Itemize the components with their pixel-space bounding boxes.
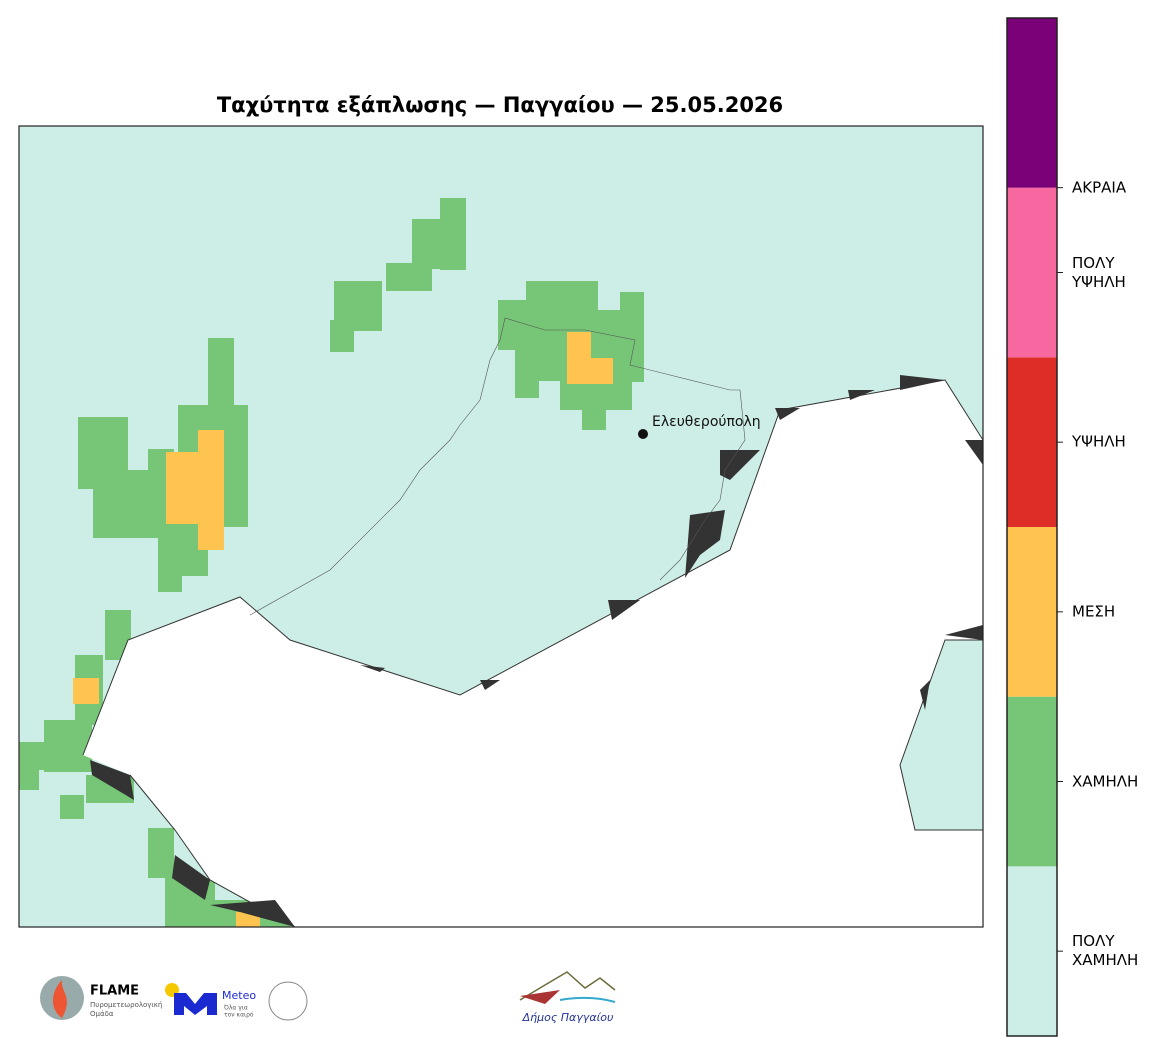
colorbar-segment <box>1007 357 1057 527</box>
city-label: Ελευθερούπολη <box>652 414 761 430</box>
map-frame <box>18 125 984 928</box>
flame-text: FLAME <box>90 984 139 999</box>
colorbar-segment <box>1007 696 1057 867</box>
mountains <box>519 971 616 1001</box>
seal-logo <box>268 981 308 1021</box>
meteo-logo <box>174 993 217 1015</box>
map: Ελευθερούπολη <box>19 126 983 927</box>
colorbar <box>1007 18 1063 1036</box>
city-marker <box>638 429 648 439</box>
map-title: Ταχύτητα εξάπλωσης — Παγγαίου — 25.05.20… <box>217 93 783 117</box>
colorbar-segment <box>1007 527 1057 697</box>
meteo-subtext: τον καιρό <box>224 1012 254 1019</box>
colorbar-segment <box>1007 18 1057 188</box>
legend-label: ΠΟΛΥ ΧΑΜΗΛΗ <box>1072 932 1139 970</box>
flame-subtext: Ομάδα <box>90 1010 114 1018</box>
legend-label: ΜΕΣΗ <box>1072 602 1116 621</box>
colorbar-segment <box>1007 187 1057 358</box>
mountain-shape <box>520 990 560 1004</box>
waves <box>559 996 616 1003</box>
meteo-subtext: Όλα για <box>223 1005 248 1012</box>
coast-cells <box>90 375 983 927</box>
boundaries <box>82 317 983 927</box>
flame-icon <box>52 980 67 1018</box>
colorbar-segment <box>1007 866 1057 1036</box>
orange-cells <box>73 332 613 927</box>
flame-subtext: Πυρομετεωρολογική <box>90 1001 162 1009</box>
sea <box>83 380 983 927</box>
municipality-text: Δήμος Παγγαίου <box>522 1011 614 1024</box>
logos: FLAME Πυρομετεωρολογική Ομάδα Meteo Όλα … <box>40 971 616 1024</box>
legend-label: ΧΑΜΗΛΗ <box>1072 772 1139 790</box>
legend-label: ΥΨΗΛΗ <box>1072 432 1126 451</box>
colorbar-frame <box>1006 17 1058 1037</box>
legend-label: ΠΟΛΥ ΥΨΗΛΗ <box>1072 253 1126 291</box>
legend-label: ΑΚΡΑΙΑ <box>1072 178 1127 197</box>
meteo-text: Meteo <box>222 989 256 1002</box>
